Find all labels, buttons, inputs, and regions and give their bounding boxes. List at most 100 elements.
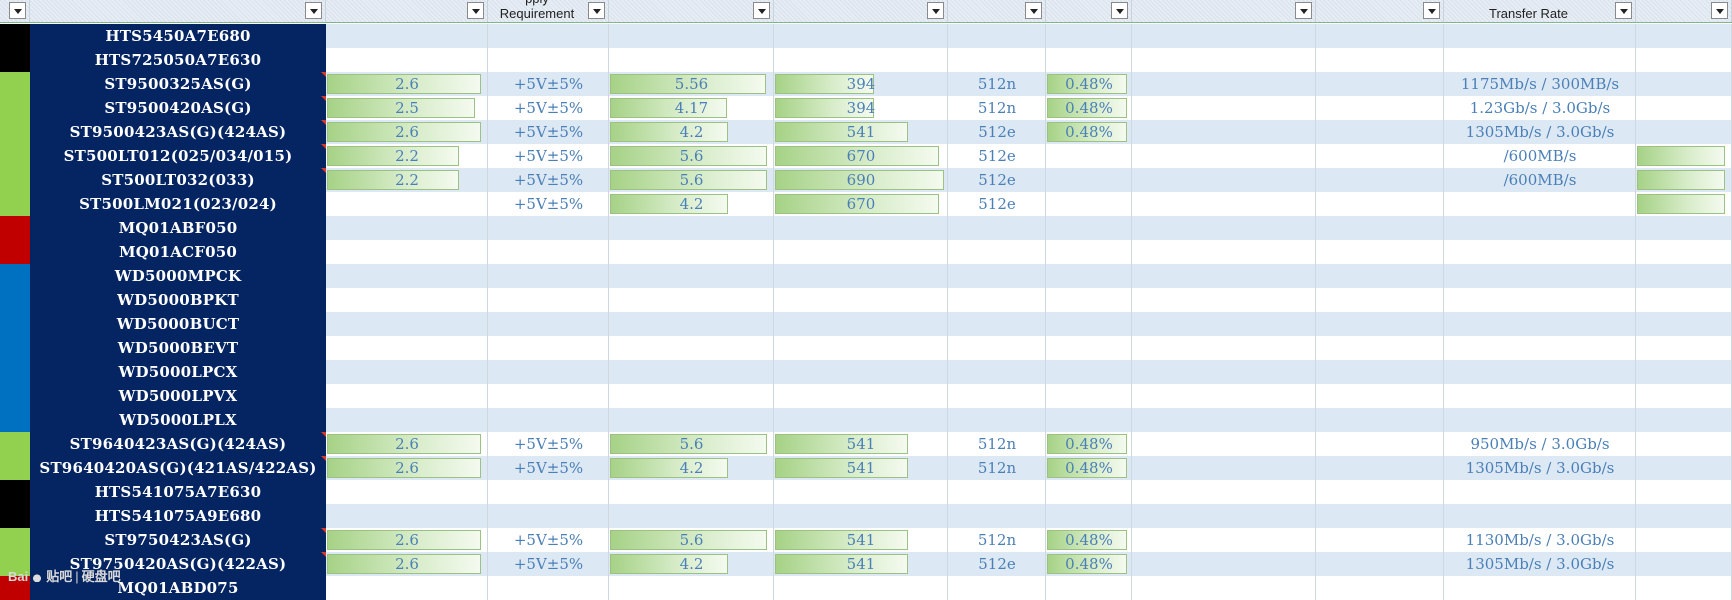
brand-color-strip <box>0 144 30 168</box>
model-name-cell[interactable]: ST9500325AS(G) <box>30 72 326 96</box>
model-name-cell[interactable]: MQ01ABF050 <box>30 216 326 240</box>
gridline <box>1131 408 1132 432</box>
comment-indicator-icon <box>321 552 326 557</box>
header-sector <box>948 0 1046 22</box>
gridline <box>773 360 774 384</box>
model-name-cell[interactable]: ST9500420AS(G) <box>30 96 326 120</box>
filter-dropdown-icon[interactable] <box>9 2 26 19</box>
sector-cell: 512n <box>977 75 1017 93</box>
gridline <box>1443 72 1444 96</box>
gridline <box>773 456 774 480</box>
gridline <box>1635 120 1636 144</box>
gridline <box>947 120 948 144</box>
gridline <box>1315 408 1316 432</box>
filter-dropdown-icon[interactable] <box>305 2 322 19</box>
sector-cell: 512n <box>977 459 1017 477</box>
model-name-cell[interactable]: ST9640423AS(G)(424AS) <box>30 432 326 456</box>
model-name-cell[interactable]: HTS725050A7E630 <box>30 48 326 72</box>
model-name-cell[interactable]: WD5000BEVT <box>30 336 326 360</box>
brand-color-strip <box>0 552 30 576</box>
gridline <box>487 552 488 576</box>
filter-dropdown-icon[interactable] <box>1711 2 1728 19</box>
model-name-cell[interactable]: WD5000MPCK <box>30 264 326 288</box>
voltage-cell: +5V±5% <box>513 435 584 453</box>
power-b-data-bar <box>775 122 908 142</box>
model-name-cell[interactable]: WD5000LPCX <box>30 360 326 384</box>
table-row: HTS725050A7E630 <box>0 48 1732 72</box>
brand-color-strip <box>0 24 30 48</box>
model-name-cell[interactable]: WD5000LPLX <box>30 408 326 432</box>
brand-color-strip <box>0 360 30 384</box>
gridline <box>947 312 948 336</box>
gridline <box>1635 24 1636 48</box>
filter-dropdown-icon[interactable] <box>1615 2 1632 19</box>
gridline <box>487 144 488 168</box>
power-b-cell: 541 <box>846 123 876 141</box>
ratio-cell <box>1046 168 1132 192</box>
current-cell: 2.6 <box>395 531 419 549</box>
filter-dropdown-icon[interactable] <box>467 2 484 19</box>
comment-indicator-icon <box>321 432 326 437</box>
gridline <box>1315 360 1316 384</box>
filter-dropdown-icon[interactable] <box>927 2 944 19</box>
model-name-cell[interactable]: ST500LT032(033) <box>30 168 326 192</box>
gridline <box>1635 312 1636 336</box>
table-row: HTS541075A9E680 <box>0 504 1732 528</box>
table-row: ST9750420AS(G)(422AS) 2.6 +5V±5% 4.2 541 512e… <box>0 552 1732 576</box>
filter-dropdown-icon[interactable] <box>1025 2 1042 19</box>
model-name-cell[interactable]: HTS541075A9E680 <box>30 504 326 528</box>
gridline <box>608 552 609 576</box>
brand-color-strip <box>0 408 30 432</box>
gridline <box>1443 432 1444 456</box>
brand-color-strip <box>0 312 30 336</box>
model-name-cell[interactable]: MQ01ACF050 <box>30 240 326 264</box>
filter-dropdown-icon[interactable] <box>1423 2 1440 19</box>
gridline <box>1131 216 1132 240</box>
model-name-cell[interactable]: HTS5450A7E680 <box>30 24 326 48</box>
model-name-cell[interactable]: WD5000BUCT <box>30 312 326 336</box>
gridline <box>487 360 488 384</box>
gridline <box>608 168 609 192</box>
gridline <box>1045 96 1046 120</box>
model-name-cell[interactable]: WD5000BPKT <box>30 288 326 312</box>
model-name-cell[interactable]: WD5000LPVX <box>30 384 326 408</box>
power-a-data-bar <box>610 98 727 118</box>
gridline <box>487 216 488 240</box>
gridline <box>487 24 488 48</box>
table-row: WD5000BEVT <box>0 336 1732 360</box>
gridline <box>773 240 774 264</box>
power-a-data-bar <box>610 146 767 166</box>
model-name-cell[interactable]: ST9750420AS(G)(422AS) <box>30 552 326 576</box>
gridline <box>1045 288 1046 312</box>
gridline <box>1131 144 1132 168</box>
power-b-cell: 541 <box>846 531 876 549</box>
gridline <box>1131 264 1132 288</box>
gridline <box>947 96 948 120</box>
gridline <box>773 264 774 288</box>
gridline <box>1635 360 1636 384</box>
filter-dropdown-icon[interactable] <box>1111 2 1128 19</box>
model-name-cell[interactable]: ST9640420AS(G)(421AS/422AS) <box>30 456 326 480</box>
model-name-cell[interactable]: ST9750423AS(G) <box>30 528 326 552</box>
table-row: ST500LM021(023/024) +5V±5% 4.2 670 512e <box>0 192 1732 216</box>
power-b-cell: 541 <box>846 555 876 573</box>
filter-dropdown-icon[interactable] <box>1295 2 1312 19</box>
gridline <box>947 24 948 48</box>
filter-dropdown-icon[interactable] <box>588 2 605 19</box>
header-ratio <box>1046 0 1132 22</box>
model-name-cell[interactable]: ST9500423AS(G)(424AS) <box>30 120 326 144</box>
model-name-cell[interactable]: ST500LT012(025/034/015) <box>30 144 326 168</box>
gridline <box>487 192 488 216</box>
extra-data-bar <box>1637 170 1725 190</box>
filter-dropdown-icon[interactable] <box>753 2 770 19</box>
table-row: MQ01ABF050 <box>0 216 1732 240</box>
gridline <box>1635 408 1636 432</box>
gridline <box>1045 456 1046 480</box>
model-name-cell[interactable]: HTS541075A7E630 <box>30 480 326 504</box>
transfer-rate-cell: 1305Mb/s / 3.0Gb/s <box>1465 459 1615 477</box>
gridline <box>487 336 488 360</box>
gridline <box>773 480 774 504</box>
model-name-cell[interactable]: ST500LM021(023/024) <box>30 192 326 216</box>
header-col-j <box>1316 0 1444 22</box>
gridline <box>1131 456 1132 480</box>
